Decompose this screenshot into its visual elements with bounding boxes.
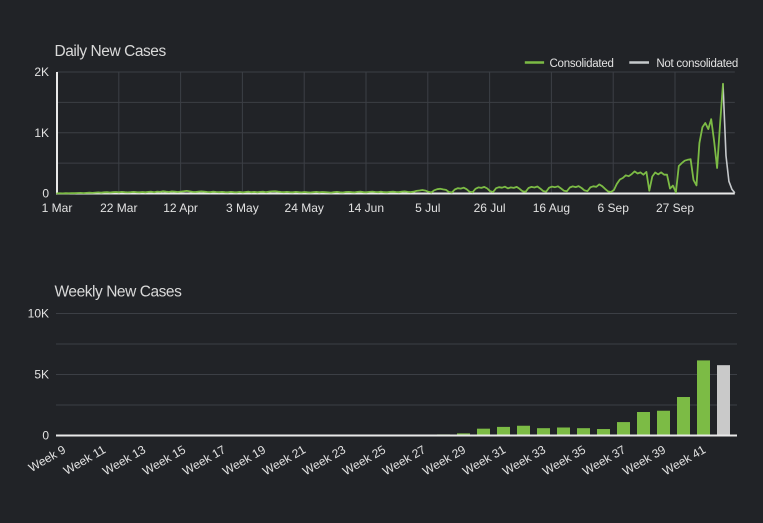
svg-text:10K: 10K <box>28 307 49 321</box>
svg-text:27 Sep: 27 Sep <box>656 201 694 215</box>
svg-text:1K: 1K <box>34 126 49 140</box>
svg-text:5 Jul: 5 Jul <box>415 201 440 215</box>
svg-text:26 Jul: 26 Jul <box>474 201 506 215</box>
svg-text:1 Mar: 1 Mar <box>42 201 73 215</box>
svg-text:Weekly New Cases: Weekly New Cases <box>55 284 183 301</box>
svg-text:3 May: 3 May <box>226 201 259 215</box>
svg-text:6 Sep: 6 Sep <box>598 201 630 215</box>
svg-text:14 Jun: 14 Jun <box>348 201 384 215</box>
svg-text:5K: 5K <box>34 368 49 382</box>
svg-text:0: 0 <box>42 187 49 201</box>
svg-text:0: 0 <box>42 429 49 443</box>
svg-text:Daily New Cases: Daily New Cases <box>55 43 167 60</box>
svg-text:22 Mar: 22 Mar <box>100 201 137 215</box>
svg-text:12 Apr: 12 Apr <box>163 201 198 215</box>
svg-text:Consolidated: Consolidated <box>550 58 614 70</box>
svg-text:2K: 2K <box>34 65 49 79</box>
svg-text:16 Aug: 16 Aug <box>533 201 570 215</box>
svg-text:Not consolidated: Not consolidated <box>656 58 738 70</box>
svg-text:24 May: 24 May <box>285 201 324 215</box>
